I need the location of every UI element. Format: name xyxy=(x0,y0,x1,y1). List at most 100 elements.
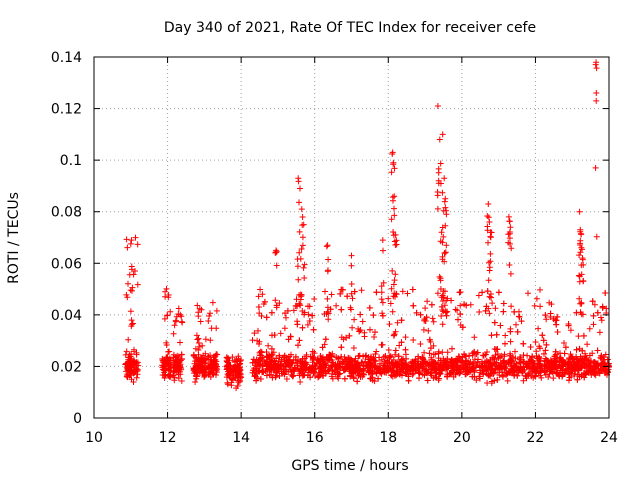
data-point xyxy=(578,244,585,251)
data-point xyxy=(604,369,611,376)
data-point xyxy=(436,371,443,378)
data-point xyxy=(394,319,401,326)
data-point xyxy=(457,363,463,369)
data-point xyxy=(580,332,587,339)
data-point xyxy=(264,362,271,369)
data-point xyxy=(576,367,582,374)
data-point xyxy=(455,358,461,365)
data-point xyxy=(573,309,580,316)
y-tick-label: 0.02 xyxy=(51,359,82,375)
data-point xyxy=(594,309,601,316)
data-point xyxy=(475,292,482,299)
data-point xyxy=(562,344,569,351)
y-tick-label: 0.12 xyxy=(51,102,82,118)
data-point xyxy=(340,359,347,366)
data-point xyxy=(298,291,305,298)
data-point xyxy=(393,237,400,244)
data-point xyxy=(541,350,547,357)
data-point xyxy=(546,371,553,377)
data-point xyxy=(432,359,439,366)
data-point xyxy=(231,366,238,372)
data-point xyxy=(273,304,280,311)
data-point xyxy=(454,307,461,314)
data-point xyxy=(485,239,491,246)
data-point xyxy=(349,295,356,302)
data-point xyxy=(501,353,508,360)
data-point xyxy=(451,358,458,364)
data-point xyxy=(237,367,244,374)
data-point xyxy=(583,370,590,377)
data-point xyxy=(197,318,204,325)
x-tick-label: 10 xyxy=(85,430,103,446)
data-point xyxy=(596,329,603,336)
data-point xyxy=(517,354,524,361)
data-point xyxy=(193,369,199,376)
data-point xyxy=(281,358,288,365)
data-point xyxy=(494,376,501,383)
data-point xyxy=(281,325,288,332)
data-point xyxy=(435,180,442,187)
data-point xyxy=(378,289,385,296)
data-point xyxy=(292,356,299,363)
data-point xyxy=(539,332,546,339)
data-point xyxy=(507,270,514,277)
data-point xyxy=(348,290,355,297)
data-point xyxy=(590,312,597,319)
data-point xyxy=(323,243,330,250)
data-point xyxy=(346,368,353,375)
data-point xyxy=(491,319,498,326)
data-point xyxy=(576,208,583,215)
data-point xyxy=(508,303,515,310)
data-point xyxy=(485,372,492,379)
data-point xyxy=(192,379,199,385)
data-point xyxy=(443,312,450,319)
data-point xyxy=(586,325,593,332)
data-point xyxy=(561,371,568,377)
data-point xyxy=(347,304,354,311)
data-point xyxy=(319,344,326,351)
data-point xyxy=(568,361,575,368)
data-point xyxy=(589,298,596,305)
data-point xyxy=(297,185,303,192)
data-point xyxy=(580,311,586,318)
data-point xyxy=(537,286,543,293)
data-point xyxy=(478,362,485,369)
data-point xyxy=(440,233,447,240)
data-point xyxy=(434,205,441,212)
data-point xyxy=(416,375,422,382)
data-point xyxy=(443,242,450,249)
data-point xyxy=(167,308,174,315)
data-point xyxy=(301,261,308,268)
data-point xyxy=(439,239,446,246)
data-point xyxy=(296,337,303,344)
data-point xyxy=(398,356,405,363)
data-point xyxy=(592,360,599,367)
x-axis-ticks: 10 12 14 16 18 20 22 24 xyxy=(85,57,618,446)
data-point xyxy=(170,372,177,379)
data-points xyxy=(122,59,612,392)
data-point xyxy=(161,315,168,322)
data-point xyxy=(256,310,263,317)
data-point xyxy=(325,310,332,317)
data-point xyxy=(162,288,169,295)
data-point xyxy=(434,290,441,297)
data-point xyxy=(439,321,446,328)
data-point xyxy=(488,332,495,339)
data-point xyxy=(598,314,604,321)
data-point xyxy=(300,366,307,373)
y-tick-label: 0.14 xyxy=(51,50,82,66)
data-point xyxy=(236,364,243,371)
data-point xyxy=(280,363,286,370)
data-point xyxy=(271,357,278,364)
data-point xyxy=(162,365,169,372)
data-point xyxy=(444,363,451,370)
data-point xyxy=(452,306,459,313)
data-point xyxy=(591,301,598,308)
data-point xyxy=(428,361,435,368)
data-point xyxy=(459,324,466,331)
data-point xyxy=(495,289,502,296)
data-point xyxy=(435,361,441,367)
data-point xyxy=(516,314,523,320)
data-point xyxy=(419,354,426,361)
data-point xyxy=(255,327,261,334)
